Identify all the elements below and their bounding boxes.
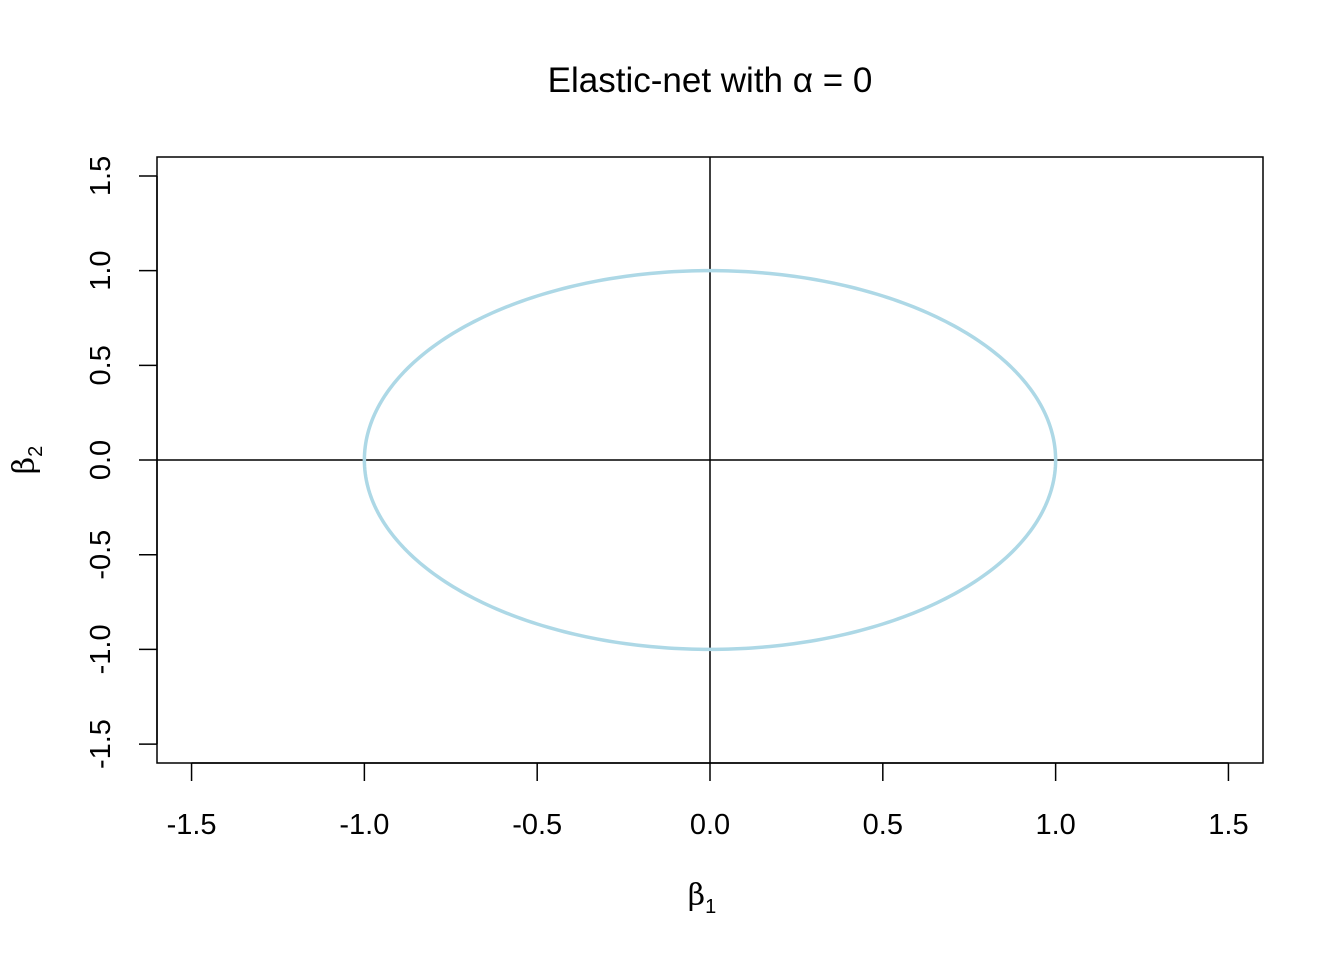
y-axis: -1.5 -1.0 -0.5 0.0 0.5 1.0 1.5 xyxy=(85,156,158,769)
y-tick-label: -1.5 xyxy=(85,719,117,769)
x-axis-label: β1 xyxy=(688,878,716,918)
y-tick-label: 1.5 xyxy=(85,156,117,196)
reference-lines xyxy=(157,157,1263,763)
x-tick-label: 1.5 xyxy=(1208,809,1248,841)
x-tick-label: 0.0 xyxy=(690,809,730,841)
y-tick-label: 1.0 xyxy=(85,250,117,290)
series-layer xyxy=(362,268,1058,652)
y-axis-label: β2 xyxy=(7,446,47,474)
y-tick-label: 0.0 xyxy=(85,440,117,480)
y-tick-label: -1.0 xyxy=(85,624,117,674)
y-tick-label: 0.5 xyxy=(85,345,117,385)
constraint-curve xyxy=(362,268,1058,652)
x-axis-label-symbol: β xyxy=(688,878,705,913)
x-axis: -1.5 -1.0 -0.5 0.0 0.5 1.0 1.5 xyxy=(167,762,1249,841)
x-tick-label: 1.0 xyxy=(1035,809,1075,841)
y-axis-label-subscript: 2 xyxy=(25,446,47,457)
x-tick-label: -1.0 xyxy=(339,809,389,841)
x-tick-label: -1.5 xyxy=(167,809,217,841)
chart-title: Elastic-net with α = 0 xyxy=(548,61,873,100)
x-axis-label-subscript: 1 xyxy=(705,896,716,918)
y-tick-label: -0.5 xyxy=(85,530,117,580)
x-tick-label: 0.5 xyxy=(863,809,903,841)
x-tick-label: -0.5 xyxy=(512,809,562,841)
y-axis-label-symbol: β xyxy=(7,457,42,474)
